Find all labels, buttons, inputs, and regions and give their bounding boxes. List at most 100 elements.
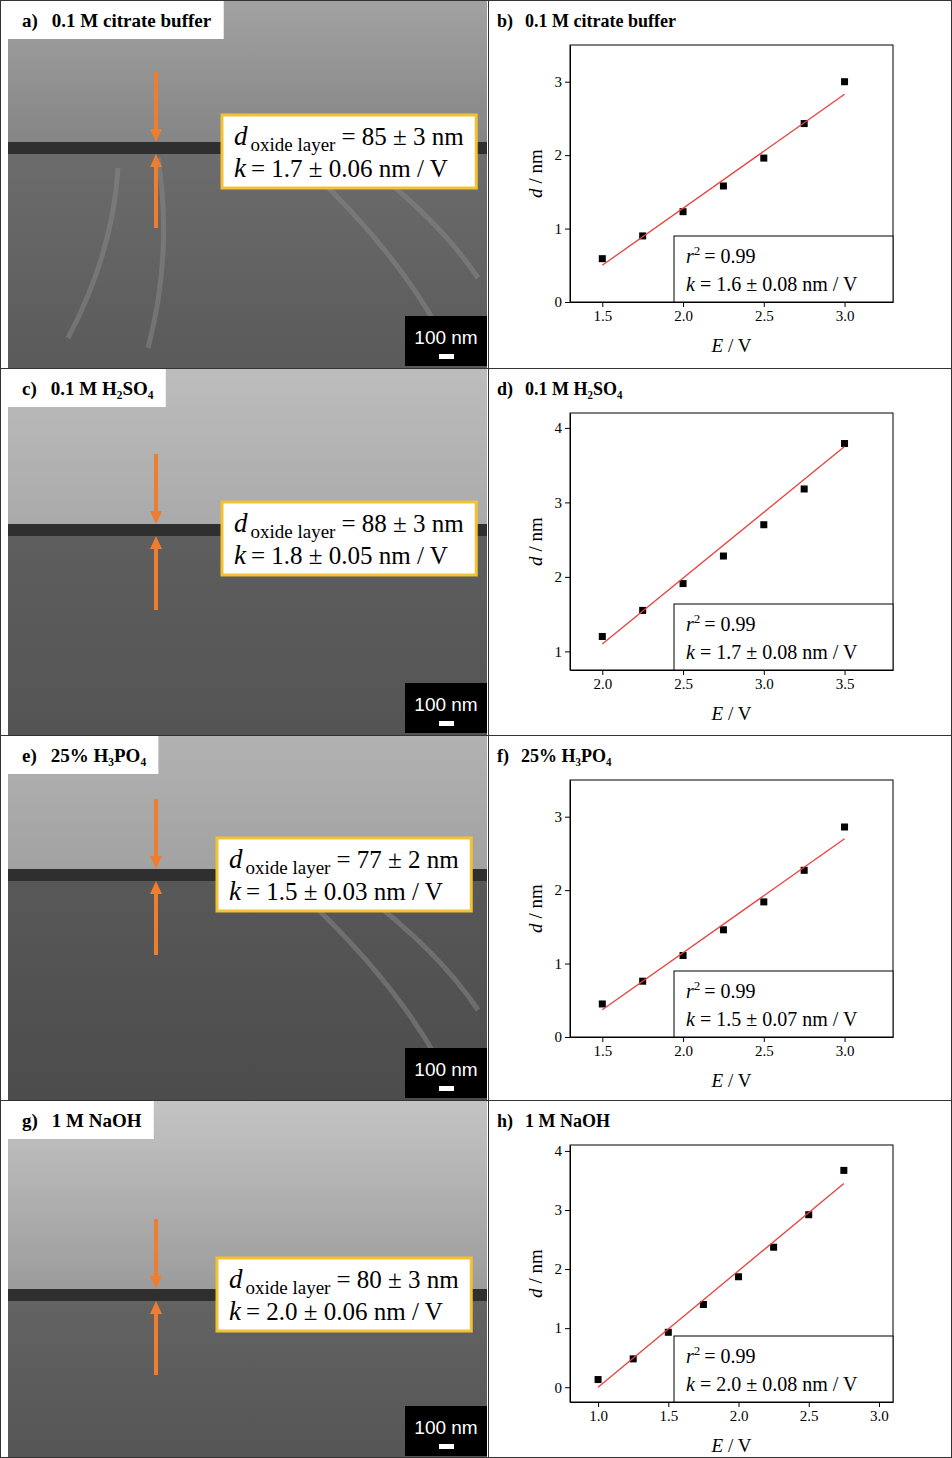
r-squared: r2= 0.99	[686, 611, 756, 635]
slope: k= 2.0 ± 0.08 nm / V	[686, 1373, 858, 1395]
unit: / nm	[525, 884, 546, 919]
data-point	[720, 553, 727, 560]
panel-title: g)1 M NaOH	[22, 1110, 142, 1132]
scale-bar-label: 100 nm	[414, 1059, 477, 1080]
data-point	[841, 440, 848, 447]
x-tick: 1.5	[593, 1037, 612, 1059]
y-axis: 01234	[555, 1143, 571, 1402]
scale-bar-background	[405, 1048, 487, 1098]
panel-borders	[0, 0, 952, 1458]
y-tick-mark	[565, 502, 570, 503]
data-point	[595, 1376, 602, 1383]
panel-letter: a)	[22, 10, 38, 32]
value-text: = 2.0 ± 0.08 nm / V	[700, 1373, 858, 1395]
symbol: k	[229, 876, 242, 906]
value-text: = 0.99	[704, 613, 755, 635]
scale-bar-label: 100 nm	[414, 694, 477, 715]
y-tick: 3	[555, 809, 571, 825]
panel-letter: g)	[22, 1110, 38, 1132]
panel-title: b)0.1 M citrate buffer	[497, 11, 676, 32]
slope-text: k= 1.7 ± 0.06 nm / V	[234, 153, 448, 183]
plot-panel: f)25% H₃PO₄1.52.02.53.00123E/ Vd/ nmr2= …	[497, 746, 894, 1091]
plot-panel: d)0.1 M H₂SO₄2.02.53.03.51234E/ Vd/ nmr2…	[497, 379, 894, 724]
plot-panel: b)0.1 M citrate buffer1.52.02.53.00123E/…	[497, 11, 894, 356]
y-axis-line	[570, 414, 571, 671]
x-tick-mark	[845, 670, 846, 675]
value-text: = 1.5 ± 0.03 nm / V	[246, 878, 443, 905]
row-divider	[0, 368, 952, 369]
x-tick-mark	[668, 1402, 669, 1407]
row-divider	[0, 735, 952, 736]
subscript: oxide layer	[251, 134, 337, 155]
panel-title: a)0.1 M citrate buffer	[22, 10, 212, 32]
y-tick-label: 1	[555, 221, 563, 237]
slope-text: k= 1.5 ± 0.03 nm / V	[229, 876, 443, 906]
y-axis-title: d/ nm	[525, 1249, 546, 1298]
thickness-text: doxide layer= 77 ± 2 nm	[229, 844, 459, 878]
arrow-shaft	[154, 72, 158, 130]
y-tick-mark	[565, 82, 570, 83]
symbol: d	[229, 1264, 243, 1294]
x-tick: 2.5	[674, 670, 693, 692]
plot-frame	[570, 413, 893, 670]
y-axis-title: d/ nm	[525, 149, 546, 198]
x-axis-title: E/ V	[710, 335, 751, 356]
slope: k= 1.7 ± 0.08 nm / V	[686, 641, 858, 663]
unit: / nm	[525, 517, 546, 552]
arrow-shaft	[154, 166, 158, 228]
scale-bar-background	[405, 1406, 487, 1456]
thickness-text: doxide layer= 80 ± 3 nm	[229, 1264, 459, 1298]
x-tick-label: 3.0	[836, 308, 855, 324]
y-tick-label: 2	[555, 147, 563, 163]
x-tick-mark	[602, 670, 603, 675]
x-axis-title: E/ V	[710, 703, 751, 724]
x-tick: 3.5	[836, 670, 855, 692]
info-box	[217, 838, 471, 911]
grain-boundary	[148, 158, 164, 348]
symbol: r	[686, 613, 694, 635]
y-tick-mark	[565, 964, 570, 965]
symbol: d	[525, 556, 546, 566]
symbol: E	[710, 1435, 723, 1456]
y-tick: 0	[555, 294, 571, 310]
thickness-text: doxide layer= 88 ± 3 nm	[234, 508, 464, 542]
panel-letter: f)	[497, 746, 509, 767]
x-tick-mark	[879, 1402, 880, 1407]
x-axis: 1.52.02.53.0	[571, 1037, 894, 1059]
y-tick-label: 0	[555, 1029, 563, 1045]
data-point	[720, 926, 727, 933]
unit: / V	[728, 703, 752, 724]
x-axis-title: E/ V	[710, 1435, 751, 1456]
y-axis: 0123	[555, 781, 571, 1046]
data-point	[680, 580, 687, 587]
annotation-box	[674, 236, 893, 302]
title-background	[8, 1, 224, 39]
value-text: = 2.0 ± 0.06 nm / V	[246, 1298, 443, 1325]
y-tick-mark	[565, 651, 570, 652]
symbol: r	[686, 1345, 694, 1367]
value-text: = 1.8 ± 0.05 nm / V	[251, 542, 448, 569]
data-point	[760, 898, 767, 905]
unit: / nm	[525, 149, 546, 184]
y-axis-title: d/ nm	[525, 884, 546, 933]
y-tick-mark	[565, 890, 570, 891]
symbol: r	[686, 980, 694, 1002]
plot-frame	[570, 45, 893, 302]
title: 25% H₃PO₄	[51, 745, 147, 766]
micrograph-panel: g)1 M NaOHdoxide layer= 80 ± 3 nmk= 2.0 …	[8, 1100, 487, 1458]
arrow-head	[150, 881, 162, 894]
x-tick-label: 3.0	[755, 676, 774, 692]
thickness-text: doxide layer= 85 ± 3 nm	[234, 121, 464, 155]
annotation-box	[674, 971, 893, 1037]
y-tick-label: 0	[555, 1380, 563, 1396]
x-tick-label: 2.0	[674, 308, 693, 324]
value-text: = 1.6 ± 0.08 nm / V	[700, 273, 858, 295]
x-tick-label: 1.5	[659, 1408, 678, 1424]
x-tick: 3.0	[870, 1402, 889, 1424]
x-tick: 2.5	[755, 1037, 774, 1059]
y-axis-title: d / nm	[525, 517, 546, 566]
panel-title: h)1 M NaOH	[497, 1111, 610, 1132]
data-point	[841, 78, 848, 85]
r-squared: r2= 0.99	[686, 978, 756, 1002]
subscript: oxide layer	[246, 857, 332, 878]
